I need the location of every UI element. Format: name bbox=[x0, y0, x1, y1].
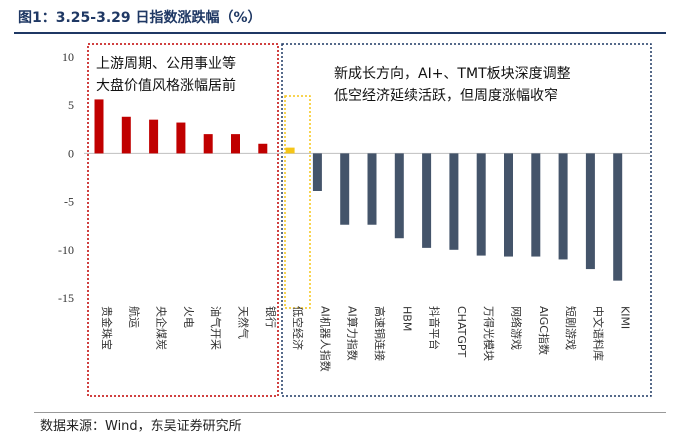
bar bbox=[258, 143, 268, 154]
bar bbox=[367, 153, 377, 225]
category-label: 中文语料库 bbox=[591, 306, 605, 361]
y-tick-label: 0 bbox=[68, 146, 74, 160]
group-box-low-altitude bbox=[284, 95, 311, 309]
category-label: 高速铜连接 bbox=[373, 306, 387, 361]
title-divider bbox=[14, 32, 666, 34]
bar bbox=[476, 153, 486, 256]
y-tick-label: 10 bbox=[62, 50, 74, 64]
bar bbox=[231, 134, 240, 154]
group-box-falling bbox=[281, 43, 652, 397]
category-label: AI机器人指数 bbox=[318, 306, 332, 372]
bar bbox=[176, 122, 186, 154]
category-label: 网络游戏 bbox=[510, 306, 524, 350]
y-tick-label: -15 bbox=[58, 291, 74, 305]
data-source: 数据来源：Wind，东吴证券研究所 bbox=[40, 419, 242, 434]
annotation-left-line-1: 上游周期、公用事业等 bbox=[96, 55, 236, 72]
bar bbox=[558, 153, 568, 260]
y-tick-label: 5 bbox=[68, 98, 74, 112]
annotation-right-line-2: 低空经济延续活跃，但周度涨幅收窄 bbox=[334, 87, 558, 104]
bar bbox=[312, 153, 322, 191]
category-label: HBM bbox=[400, 306, 413, 331]
category-label: 抖音平台 bbox=[428, 306, 442, 350]
annotation-right-line-1: 新成长方向，AI+、TMT板块深度调整 bbox=[334, 66, 571, 82]
category-label: CHATGPT bbox=[455, 306, 468, 357]
bar bbox=[94, 99, 104, 154]
bar bbox=[449, 153, 459, 250]
category-label: 央企煤炭 bbox=[155, 306, 169, 350]
bar bbox=[203, 134, 213, 154]
bar bbox=[531, 153, 541, 257]
bar bbox=[422, 153, 432, 248]
bar bbox=[394, 153, 404, 239]
bar bbox=[149, 119, 159, 154]
y-tick-label: -10 bbox=[58, 243, 74, 257]
bar bbox=[504, 153, 513, 257]
category-label: AI算力指数 bbox=[346, 306, 360, 361]
bar bbox=[285, 147, 295, 154]
category-label: 火电 bbox=[182, 306, 195, 328]
category-label: 贵金珠宝 bbox=[100, 306, 114, 350]
category-label: KIMI bbox=[619, 306, 632, 329]
category-label: 银行 bbox=[264, 306, 278, 328]
category-label: 低空经济 bbox=[291, 306, 305, 350]
chart-title: 图1：3.25-3.29 日指数涨跌幅（%） bbox=[18, 10, 262, 26]
bar bbox=[121, 116, 131, 154]
annotation-left-line-2: 大盘价值风格涨幅居前 bbox=[96, 77, 236, 94]
category-label: 油气开采 bbox=[209, 306, 223, 350]
category-label: 航运 bbox=[127, 306, 141, 328]
source-divider bbox=[34, 412, 666, 413]
group-box-rising bbox=[87, 43, 279, 397]
y-tick-label: -5 bbox=[64, 195, 74, 209]
bar bbox=[340, 153, 350, 225]
category-label: 万得光模块 bbox=[482, 306, 496, 361]
bar bbox=[585, 153, 595, 270]
category-label: AIGC指数 bbox=[537, 306, 551, 355]
bar bbox=[613, 153, 623, 281]
category-label: 天然气 bbox=[237, 306, 251, 339]
category-label: 短剧游戏 bbox=[564, 306, 578, 350]
